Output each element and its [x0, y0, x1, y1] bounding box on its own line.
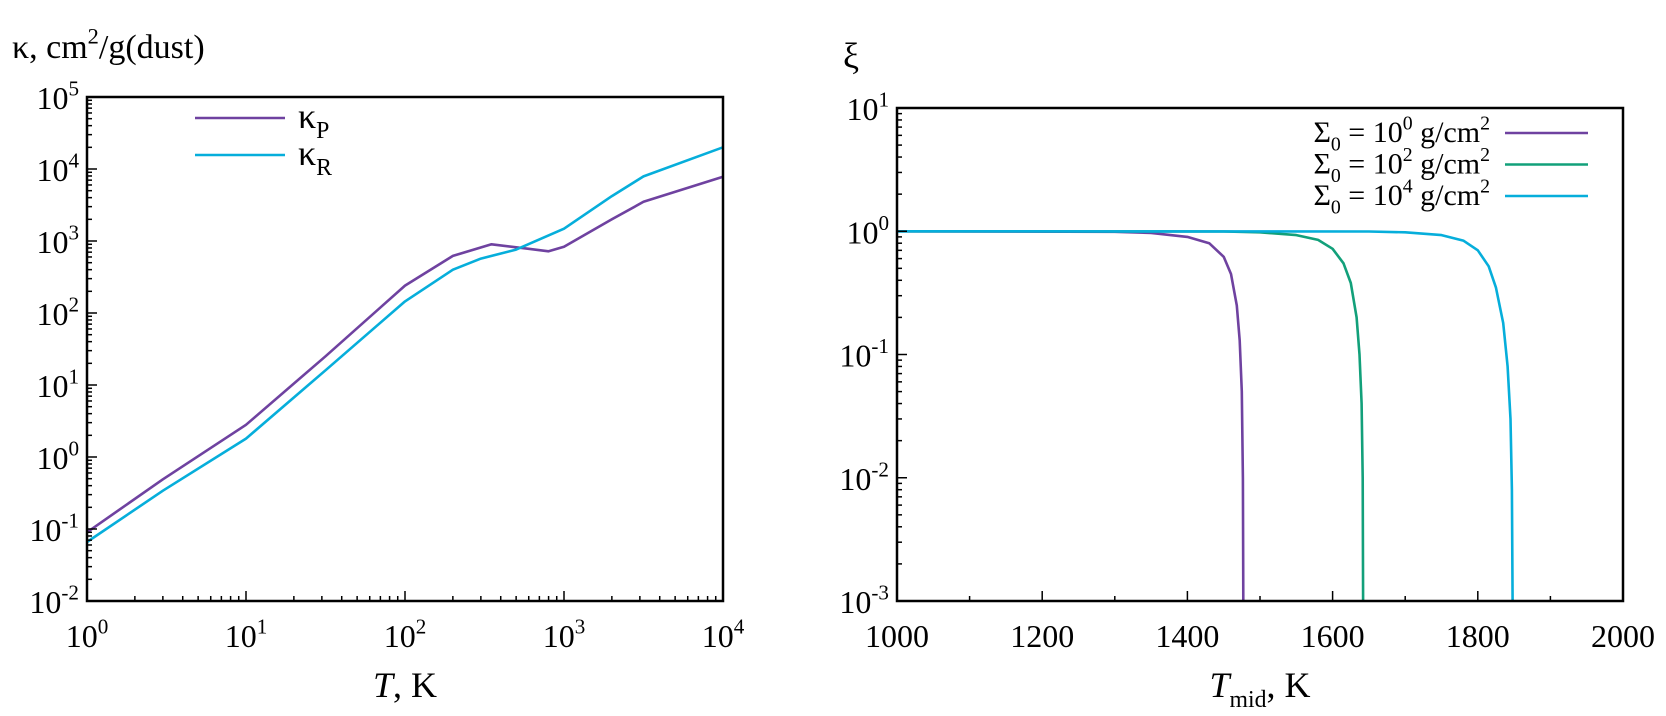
- series-line-2: [897, 230, 1514, 601]
- legend-label: Σ0 = 104 g/cm2: [1313, 175, 1490, 218]
- x-axis-title: T, K: [373, 665, 437, 705]
- x-axis-title: Tmid, K: [1210, 665, 1311, 713]
- plot-frame: [895, 106, 1625, 603]
- legend-item: Σ0 = 100 g/cm2: [1313, 112, 1588, 155]
- legend-label: Σ0 = 100 g/cm2: [1313, 112, 1490, 155]
- series-line-0: [897, 230, 1245, 601]
- x-tick-label: 1000: [865, 618, 929, 654]
- x-tick-label: 102: [384, 615, 427, 654]
- series-line-1: [87, 146, 723, 544]
- series-line-1: [897, 230, 1365, 601]
- y-tick-label: 101: [846, 88, 889, 127]
- y-tick-label: 10-1: [839, 334, 889, 373]
- panel-1: 1000 1200 1400 1600 1800 2000 10-3 10-2 10-1 100 1…: [839, 36, 1655, 713]
- legend-item: Σ0 = 104 g/cm2: [1313, 175, 1588, 218]
- legend-item: κP: [195, 96, 329, 144]
- y-tick-label: 103: [36, 221, 79, 260]
- legend-item: κR: [195, 133, 332, 181]
- x-tick-label: 104: [702, 615, 745, 654]
- x-tick-label: 103: [543, 615, 586, 654]
- y-tick-label: 104: [36, 149, 79, 188]
- x-tick-label: 1200: [1010, 618, 1074, 654]
- y-tick-label: 10-1: [29, 509, 79, 548]
- x-tick-label: 2000: [1591, 618, 1655, 654]
- plot-frame: [85, 95, 725, 603]
- y-tick-label: 10-2: [29, 581, 79, 620]
- legend-label: κR: [298, 133, 332, 181]
- y-tick-label: 100: [846, 211, 889, 250]
- legend-label: Σ0 = 102 g/cm2: [1313, 144, 1490, 187]
- x-tick-label: 1600: [1301, 618, 1365, 654]
- y-tick-label: 102: [36, 293, 79, 332]
- x-tick-label: 100: [66, 615, 109, 654]
- series-line-0: [87, 175, 723, 534]
- y-axis-title: ξ: [843, 36, 859, 76]
- legend-label: κP: [298, 96, 329, 144]
- x-tick-label: 101: [225, 615, 268, 654]
- x-tick-label: 1400: [1155, 618, 1219, 654]
- x-tick-label: 1800: [1446, 618, 1510, 654]
- y-tick-label: 101: [36, 365, 79, 404]
- panel-0: 100 101 102 103 104 10-2 10-1 100 101 102 103 104 10…: [12, 24, 745, 705]
- y-tick-label: 10-3: [839, 581, 889, 620]
- y-tick-label: 10-2: [839, 457, 889, 496]
- y-axis-title: κ, cm2/g(dust): [12, 24, 205, 66]
- y-tick-label: 100: [36, 437, 79, 476]
- y-tick-label: 105: [36, 77, 79, 116]
- legend-item: Σ0 = 102 g/cm2: [1313, 144, 1588, 187]
